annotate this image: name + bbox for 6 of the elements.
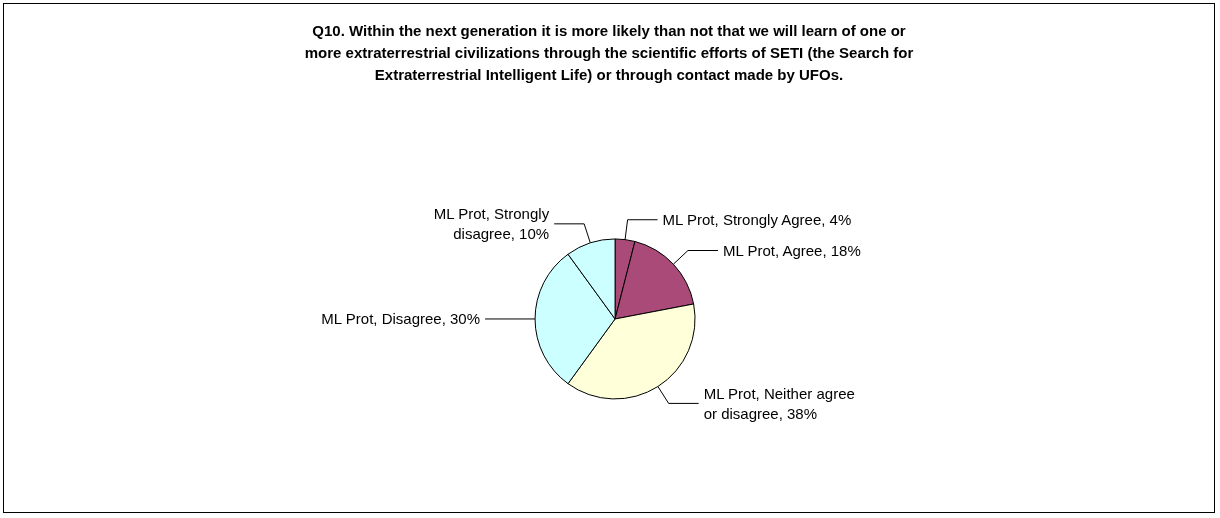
slice-label: ML Prot, Neither agree or disagree, 38% [703,384,859,422]
slice-label: ML Prot, Strongly disagree, 10% [433,205,550,243]
slice-label: ML Prot, Agree, 18% [722,242,861,260]
slice-label: ML Prot, Strongly Agree, 4% [662,211,852,229]
slice-label: ML Prot, Disagree, 30% [321,310,481,328]
chart-title: Q10. Within the next generation it is more likely than not that we will learn of one or more extraterrestrial civilizations through the scientific efforts of SETI (the Search for Extraterrestrial Intelligent Life) or through contact made by UFOs. [304,21,914,83]
